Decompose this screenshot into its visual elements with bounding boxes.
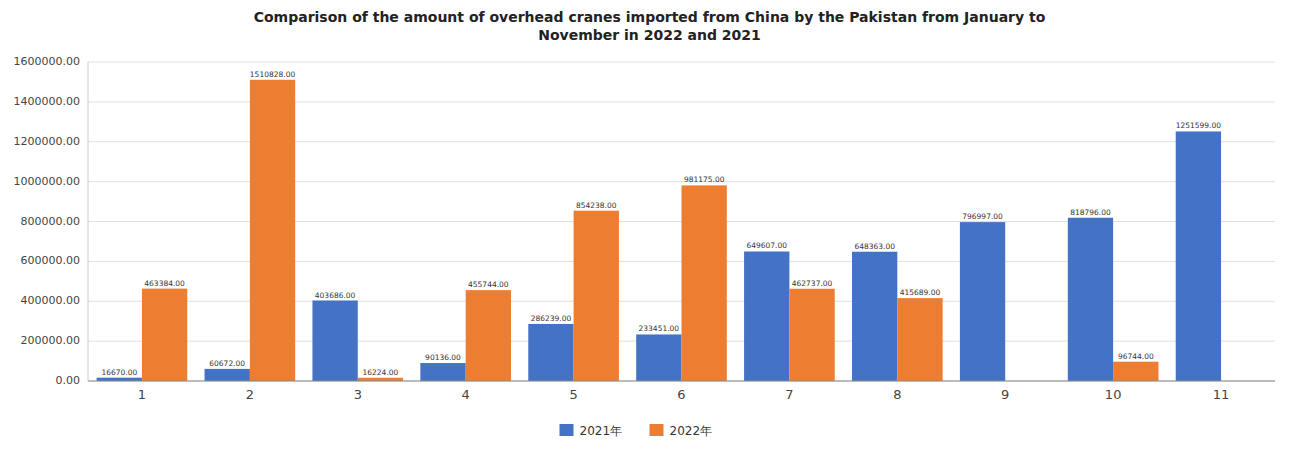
chart-svg: Comparison of the amount of overhead cra…: [0, 0, 1299, 453]
y-tick-label: 1600000.00: [14, 55, 80, 68]
y-tick-label: 400000.00: [21, 294, 81, 307]
y-tick-label: 1000000.00: [14, 175, 80, 188]
data-label: 233451.00: [639, 324, 680, 333]
legend-swatch: [560, 424, 574, 436]
grid: 0.00 200000.00 400000.00 600000.00 800000.00…: [14, 55, 1275, 387]
chart-container: Comparison of the amount of overhead cra…: [0, 0, 1299, 453]
y-tick-label: 1400000.00: [14, 95, 80, 108]
x-tick-label: 7: [785, 387, 793, 402]
data-label: 462737.00: [792, 279, 833, 288]
bar: [852, 252, 897, 381]
data-label: 981175.00: [684, 175, 725, 184]
bar: [789, 289, 834, 381]
data-label: 415689.00: [900, 288, 941, 297]
x-tick-label: 2: [246, 387, 254, 402]
x-tick-label: 1: [138, 387, 146, 402]
bar: [744, 251, 789, 381]
bar: [142, 289, 187, 381]
data-labels: 16670.00 60672.00 403686.00 90136.00 286239.…: [101, 70, 1221, 377]
legend-swatch: [650, 424, 664, 436]
data-label: 286239.00: [531, 314, 572, 323]
x-tick-label: 11: [1213, 387, 1230, 402]
bar: [250, 80, 295, 381]
title-line: November in 2022 and 2021: [538, 27, 761, 43]
x-tick-label: 3: [354, 387, 362, 402]
bar: [897, 298, 942, 381]
x-tick-label: 4: [462, 387, 470, 402]
y-tick-label: 600000.00: [21, 254, 81, 267]
y-tick-label: 200000.00: [21, 334, 81, 347]
data-label: 796997.00: [962, 212, 1003, 221]
data-label: 1510828.00: [250, 70, 296, 79]
bar: [574, 211, 619, 381]
data-label: 455744.00: [468, 280, 509, 289]
bar: [1113, 362, 1158, 381]
y-tick-label: 0.00: [56, 374, 81, 387]
x-axis: 1 2 3 4 5 6 7 8 9 10 11: [88, 62, 1275, 402]
y-axis-line: [88, 62, 89, 381]
x-tick-label: 9: [1001, 387, 1009, 402]
data-label: 96744.00: [1118, 352, 1154, 361]
x-tick-label: 8: [893, 387, 901, 402]
bar: [466, 290, 511, 381]
bar: [528, 324, 573, 381]
grid-line: [88, 62, 1275, 63]
x-tick-label: 10: [1105, 387, 1122, 402]
data-label: 403686.00: [315, 291, 356, 300]
x-tick-label: 5: [569, 387, 577, 402]
grid-line: [88, 381, 1275, 382]
y-tick-label: 800000.00: [21, 215, 81, 228]
data-label: 649607.00: [746, 241, 787, 250]
data-label: 463384.00: [144, 279, 185, 288]
bar: [420, 363, 465, 381]
bars: [97, 80, 1221, 381]
bar: [682, 185, 727, 381]
data-label: 1251599.00: [1176, 121, 1222, 130]
data-label: 854238.00: [576, 201, 617, 210]
bar: [636, 334, 681, 381]
bar: [1176, 131, 1221, 381]
data-label: 60672.00: [209, 359, 245, 368]
title-line: Comparison of the amount of overhead cra…: [254, 9, 1046, 25]
legend-label: 2021年: [580, 424, 623, 438]
data-label: 16224.00: [363, 368, 399, 377]
legend-label: 2022年: [670, 424, 713, 438]
y-tick-label: 1200000.00: [14, 135, 80, 148]
chart-title: Comparison of the amount of overhead cra…: [254, 9, 1046, 43]
data-label: 90136.00: [425, 353, 461, 362]
data-label: 818796.00: [1070, 208, 1111, 217]
x-axis-line: [88, 381, 1275, 382]
data-label: 648363.00: [854, 242, 895, 251]
legend: 2021年 2022年: [560, 424, 713, 438]
bar: [205, 369, 250, 381]
bar: [960, 222, 1005, 381]
bar: [1068, 218, 1113, 381]
bar: [312, 301, 357, 381]
data-label: 16670.00: [101, 368, 137, 377]
x-tick-label: 6: [677, 387, 685, 402]
